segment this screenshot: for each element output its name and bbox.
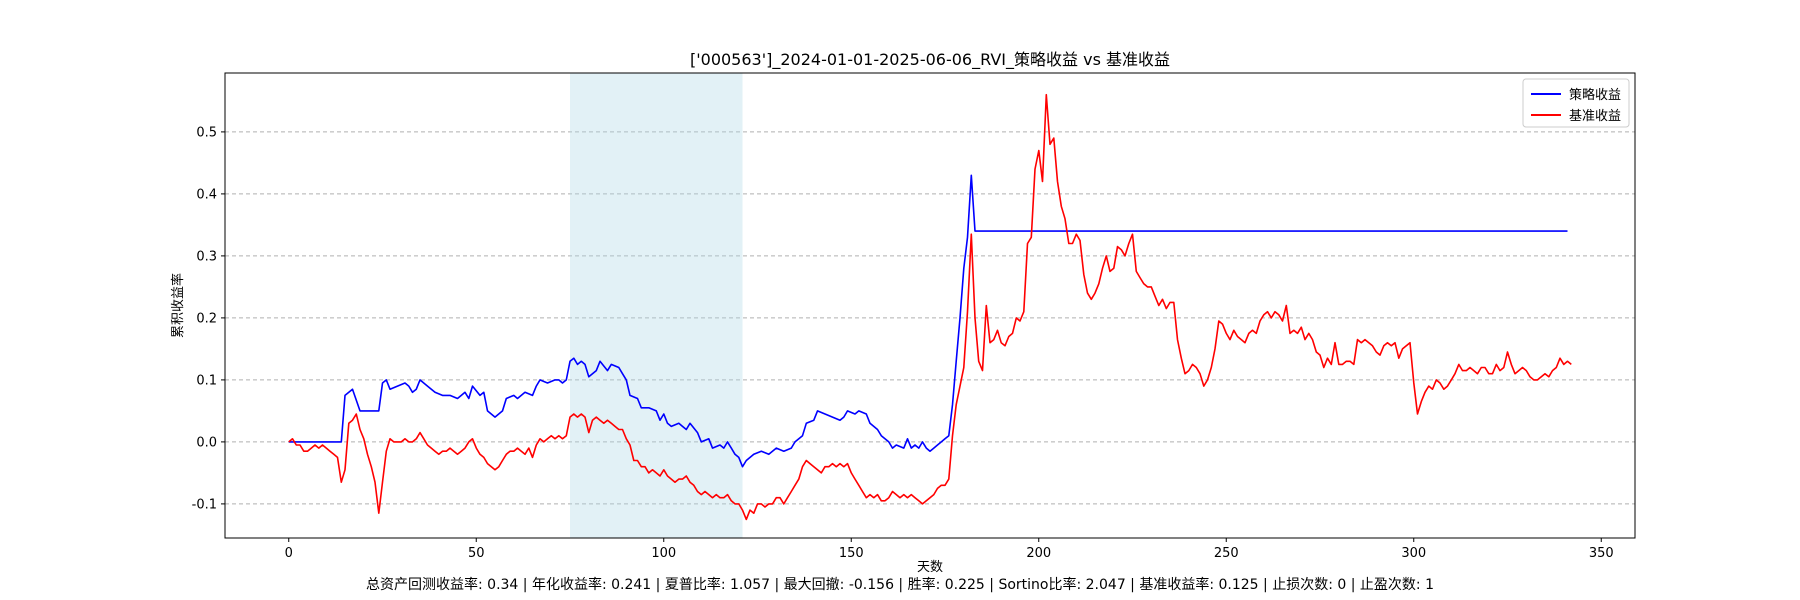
chart-title: ['000563']_2024-01-01-2025-06-06_RVI_策略收… <box>690 50 1170 70</box>
y-tick-label: 0.4 <box>196 187 217 202</box>
y-tick-label: 0.5 <box>196 125 217 140</box>
legend: 策略收益 基准收益 <box>1522 78 1630 128</box>
y-tick-label: 0.1 <box>196 373 217 388</box>
plot-frame <box>224 72 1636 539</box>
x-tick-label: 0 <box>285 546 293 561</box>
legend-label-strategy: 策略收益 <box>1569 87 1621 103</box>
y-tick-label: 0.2 <box>196 311 217 326</box>
y-tick-label: 0.0 <box>196 435 217 450</box>
series-lines <box>288 93 1572 521</box>
legend-label-benchmark: 基准收益 <box>1569 109 1621 124</box>
y-axis-ticks: -0.1 0.0 0.1 0.2 0.3 0.4 0.5 <box>192 125 225 512</box>
x-tick-label: 350 <box>1589 546 1614 561</box>
series-line-benchmark <box>288 93 1572 521</box>
shaded-span <box>570 73 743 538</box>
y-axis-label: 累积收益率 <box>170 273 186 338</box>
x-axis-ticks: 0 50 100 150 200 250 300 350 <box>285 538 1614 561</box>
y-tick-label: 0.3 <box>196 249 217 264</box>
x-axis-label: 天数 <box>917 560 943 575</box>
x-tick-label: 250 <box>1214 546 1239 561</box>
y-tick-label: -0.1 <box>192 497 217 512</box>
x-tick-label: 50 <box>468 546 485 561</box>
series-line-strategy <box>288 174 1568 468</box>
x-tick-label: 100 <box>651 546 676 561</box>
grid-lines <box>225 131 1635 505</box>
stats-summary: 总资产回测收益率: 0.34 | 年化收益率: 0.241 | 夏普比率: 1.… <box>366 577 1434 593</box>
x-tick-label: 200 <box>1026 546 1051 561</box>
x-tick-label: 300 <box>1401 546 1426 561</box>
x-tick-label: 150 <box>839 546 864 561</box>
